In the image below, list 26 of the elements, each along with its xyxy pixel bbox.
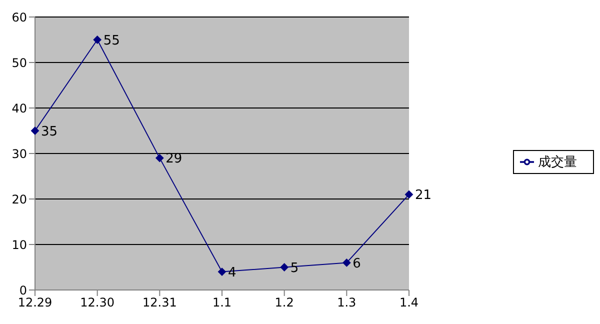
x-tick-label: 1.3 — [337, 296, 356, 310]
x-tick-label: 1.4 — [399, 296, 419, 310]
point — [280, 263, 288, 272]
point — [31, 126, 39, 135]
data-label: 21 — [415, 188, 432, 204]
x-tick-label: 12.29 — [18, 296, 52, 310]
legend-label: 成交量 — [538, 155, 577, 170]
point — [405, 190, 413, 198]
point — [156, 154, 164, 162]
point — [218, 268, 226, 276]
y-tick-label: 30 — [12, 146, 27, 161]
data-label: 55 — [103, 33, 120, 48]
data-label: 6 — [352, 256, 361, 272]
x-tick-label: 12.30 — [80, 296, 115, 310]
y-tick-label: 0 — [19, 283, 27, 298]
y-tick-label: 20 — [12, 192, 27, 206]
y-tick-label: 40 — [12, 101, 27, 116]
data-label: 35 — [41, 124, 58, 140]
x-tick-label: 1.2 — [274, 296, 294, 310]
point — [93, 36, 102, 44]
y-tick-label: 10 — [12, 238, 27, 252]
x-tick-label: 12.31 — [142, 296, 177, 310]
y-tick-label: 60 — [12, 10, 27, 24]
y-tick-label: 50 — [12, 56, 27, 70]
point — [342, 258, 351, 267]
x-tick-label: 1.1 — [212, 296, 232, 310]
